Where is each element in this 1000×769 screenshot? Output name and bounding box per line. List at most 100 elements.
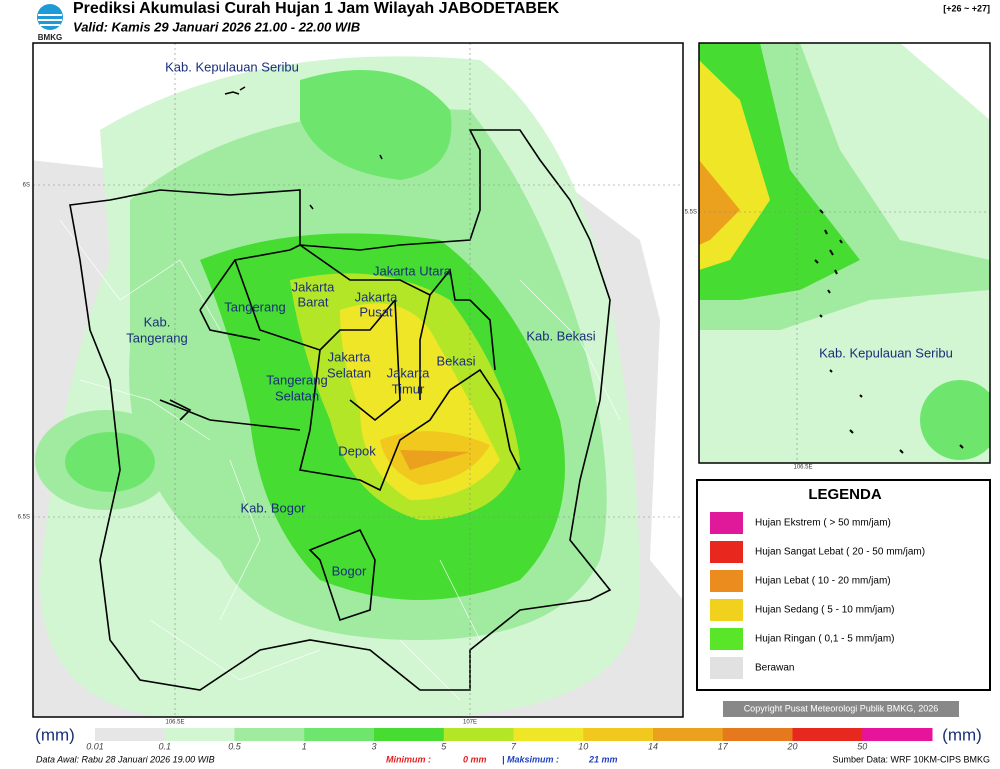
region-label: Kab. Kepulauan Seribu	[165, 59, 299, 74]
map-frame	[32, 42, 684, 718]
unit-label: (mm)	[942, 725, 982, 744]
colorbar-segment	[862, 728, 933, 741]
legend-swatch	[710, 628, 743, 650]
region-label: Selatan	[327, 365, 371, 380]
boundary-extra	[169, 309, 261, 421]
logo-text: BMKG	[38, 33, 62, 42]
region-label: Kab. Bogor	[240, 500, 306, 515]
source: Sumber Data: WRF 10KM-CIPS BMKG	[832, 754, 990, 764]
colorbar: (mm) (mm) 0.01 0.1 0.5 1 3 5 7 10 14 17 20 50	[35, 725, 982, 751]
region-label: Jakarta	[387, 365, 430, 380]
colorbar-tick-label: 7	[511, 741, 517, 751]
colorbar-tick-label: 5	[441, 741, 447, 751]
regency-boundaries	[159, 244, 521, 622]
inset-frame	[698, 42, 991, 464]
logo: BMKG	[37, 4, 63, 42]
region-label: Tangerang	[266, 372, 327, 387]
region-label: Barat	[297, 294, 328, 309]
region-label: Bogor	[332, 563, 367, 578]
colorbar-segment	[722, 728, 793, 741]
colorbar-tick-label: 0.1	[158, 741, 171, 751]
colorbar-segment	[583, 728, 654, 741]
title: Prediksi Akumulasi Curah Hujan 1 Jam Wil…	[73, 0, 560, 17]
unit-label: (mm)	[35, 725, 75, 744]
region-label: Kab. Bekasi	[526, 328, 595, 343]
legend-swatch	[710, 657, 743, 679]
legend-swatch	[710, 599, 743, 621]
region-label: Bekasi	[436, 353, 475, 368]
region-label: Jakarta	[292, 279, 335, 294]
colorbar-segment	[443, 728, 514, 741]
colorbar-segment	[792, 728, 863, 741]
legend-label: Hujan Ringan ( 0,1 - 5 mm/jam)	[755, 634, 895, 645]
legend-label: Hujan Ekstrem ( > 50 mm/jam)	[755, 518, 891, 529]
legend-swatch	[710, 570, 743, 592]
inset-islands	[814, 209, 964, 454]
colorbar-tick-label: 0.01	[86, 741, 104, 751]
lon-label: 106.5E	[165, 720, 184, 726]
colorbar-segment	[513, 728, 584, 741]
colorbar-tick-label: 1	[302, 741, 307, 751]
colorbar-segment	[304, 728, 375, 741]
region-label: Tangerang	[126, 330, 187, 345]
region-label: Timur	[392, 381, 425, 396]
rain-north	[300, 70, 452, 180]
legend-swatch	[710, 512, 743, 534]
colorbar-tick-label: 17	[718, 741, 729, 751]
region-label: Selatan	[275, 388, 319, 403]
logo-lines	[38, 14, 62, 26]
copyright: Copyright Pusat Meteorologi Publik BMKG,…	[744, 703, 939, 713]
min-value: 0 mm	[463, 754, 487, 764]
min-label: Minimum :	[386, 754, 431, 764]
colorbar-segment	[164, 728, 235, 741]
region-label: Tangerang	[224, 299, 285, 314]
legend-label: Hujan Sedang ( 5 - 10 mm/jam)	[755, 605, 895, 616]
legend-label: Hujan Sangat Lebat ( 20 - 50 mm/jam)	[755, 547, 925, 558]
region-label: Jakarta	[355, 289, 398, 304]
colorbar-segment	[653, 728, 724, 741]
legend-label: Berawan	[755, 663, 794, 674]
colorbar-tick-label: 20	[786, 741, 797, 751]
inset-rain-heavy	[699, 160, 740, 245]
colorbar-segment	[234, 728, 305, 741]
copyright-bg	[723, 701, 959, 717]
rain-heavy	[400, 450, 470, 470]
rain-west-core	[65, 432, 155, 492]
inset-lat-label: 5.5S	[685, 210, 697, 216]
legend-title: LEGENDA	[808, 486, 882, 503]
logo-mark	[37, 4, 63, 30]
colorbar-tick-label: 0.5	[228, 741, 242, 751]
colorbar-segment	[95, 728, 166, 741]
inset-map: Kab. Kepulauan Seribu 5.5S 106.5E	[685, 42, 991, 471]
region-label: Jakarta Utara	[373, 263, 452, 278]
data-initial: Data Awal: Rabu 28 Januari 2026 19.00 WI…	[36, 754, 215, 764]
graticule	[33, 43, 683, 717]
region-label: Depok	[338, 443, 376, 458]
islands	[224, 86, 383, 210]
legend-swatch	[710, 541, 743, 563]
region-label: Jakarta	[328, 349, 371, 364]
lat-label: 6.5S	[18, 515, 30, 521]
lat-label: 6S	[23, 183, 30, 189]
lon-label: 107E	[463, 720, 477, 726]
legend-label: Hujan Lebat ( 10 - 20 mm/jam)	[755, 576, 891, 587]
colorbar-tick-label: 10	[578, 741, 588, 751]
legend: LEGENDA Hujan Ekstrem ( > 50 mm/jam) Huja…	[696, 479, 991, 691]
colorbar-tick-label: 3	[371, 741, 376, 751]
max-label: | Maksimum :	[502, 754, 559, 764]
main-map: Kab. Kepulauan SeribuKab.TangerangTanger…	[18, 42, 684, 726]
legend-frame	[696, 479, 991, 691]
inset-rain-se	[920, 380, 990, 460]
inset-graticule	[699, 43, 990, 463]
forecast-range: [+26 ~ +27]	[943, 3, 990, 13]
colorbar-tick-label: 14	[648, 741, 658, 751]
valid-time: Valid: Kamis 29 Januari 2026 21.00 - 22.…	[73, 19, 360, 34]
region-outline	[69, 129, 612, 691]
colorbar-segment	[374, 728, 445, 741]
max-value: 21 mm	[588, 754, 618, 764]
region-label: Kab.	[144, 314, 171, 329]
inset-lon-label: 106.5E	[793, 465, 812, 471]
region-label: Pusat	[359, 304, 393, 319]
